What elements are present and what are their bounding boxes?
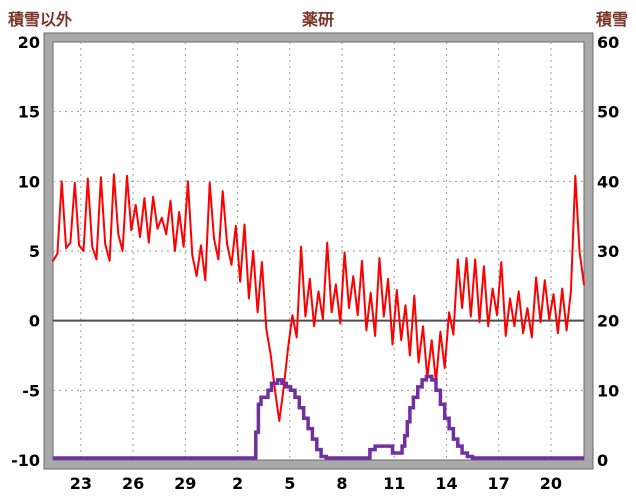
right-tick-label: 20 (597, 312, 619, 331)
snow-depth-line (53, 374, 584, 460)
x-tick-label: 2 (232, 474, 243, 493)
right-tick-label: 50 (597, 103, 619, 122)
x-tick-label: 29 (174, 474, 196, 493)
right-tick-label: 10 (597, 381, 619, 400)
left-axis-title: 積雪以外 (8, 10, 73, 29)
left-tick-label: 15 (18, 103, 40, 122)
right-tick-label: 40 (597, 172, 619, 191)
temperature-line (52, 173, 585, 422)
x-tick-label: 20 (540, 474, 562, 493)
left-tick-label: 5 (29, 242, 40, 261)
x-tick-label: 11 (383, 474, 405, 493)
right-tick-label: 0 (597, 451, 608, 470)
left-tick-label: 0 (29, 312, 40, 331)
x-tick-label: 8 (336, 474, 347, 493)
left-tick-label: -5 (22, 381, 40, 400)
left-tick-label: -10 (11, 451, 40, 470)
page-title: 薬研 (301, 10, 334, 29)
x-tick-label: 23 (70, 474, 92, 493)
x-tick-label: 17 (488, 474, 510, 493)
x-tick-label: 26 (122, 474, 144, 493)
right-tick-label: 30 (597, 242, 619, 261)
x-tick-label: 5 (284, 474, 295, 493)
right-tick-label: 60 (597, 33, 619, 52)
left-tick-label: 10 (18, 172, 40, 191)
left-tick-label: 20 (18, 33, 40, 52)
x-tick-label: 14 (435, 474, 457, 493)
right-axis-title: 積雪 (595, 10, 628, 29)
